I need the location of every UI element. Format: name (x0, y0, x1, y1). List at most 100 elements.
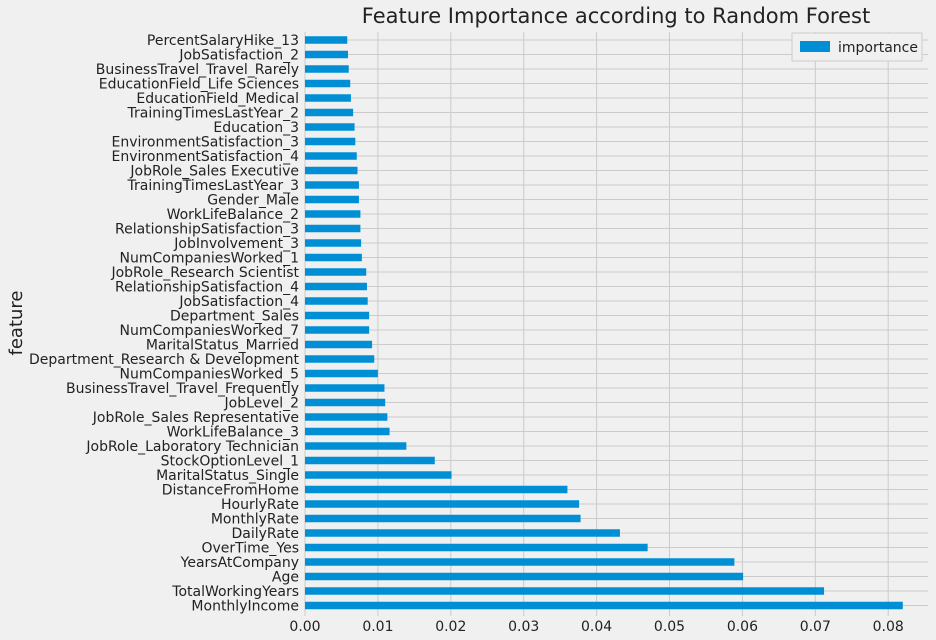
bar (305, 224, 361, 233)
y-tick-label: JobSatisfaction_2 (178, 48, 299, 64)
bar (305, 427, 390, 436)
y-tick-label: NumCompaniesWorked_5 (120, 367, 299, 383)
bar (305, 601, 903, 610)
y-tick-label: TrainingTimesLastYear_3 (126, 178, 299, 194)
y-tick-label: DailyRate (231, 526, 299, 542)
y-tick-label: MaritalStatus_Married (146, 338, 299, 354)
y-tick-label: JobSatisfaction_4 (178, 294, 299, 310)
bar (305, 311, 370, 320)
y-tick-label: JobInvolvement_3 (173, 236, 299, 252)
x-tick-label: 0.06 (727, 619, 758, 635)
bar (305, 36, 348, 44)
bar (305, 514, 581, 523)
y-tick-label: TrainingTimesLastYear_2 (126, 106, 299, 122)
bar (305, 442, 407, 450)
bar (305, 558, 735, 566)
x-tick-label: 0.02 (435, 619, 466, 635)
y-tick-label: Gender_Male (207, 193, 299, 209)
bar (305, 543, 648, 552)
x-tick-label: 0.05 (654, 619, 685, 635)
bar (305, 413, 388, 421)
bar (305, 152, 357, 160)
x-tick-label: 0.07 (800, 619, 831, 635)
legend-swatch (800, 41, 830, 52)
y-tick-label: Department_Sales (170, 309, 299, 325)
y-tick-label: EducationField_Life Sciences (99, 77, 299, 93)
y-tick-label: JobRole_Laboratory Technician (85, 439, 299, 455)
bar (305, 485, 568, 494)
y-tick-label: NumCompaniesWorked_7 (120, 323, 299, 339)
y-tick-label: NumCompaniesWorked_1 (120, 251, 299, 267)
bar (305, 456, 435, 465)
y-tick-label: BusinessTravel_Travel_Rarely (96, 62, 299, 78)
bar (305, 340, 373, 349)
y-tick-label: WorkLifeBalance_3 (167, 425, 299, 441)
bar (305, 326, 370, 334)
bar (305, 181, 359, 189)
legend: importance (791, 32, 923, 62)
bar (305, 137, 356, 146)
bar (305, 572, 744, 581)
y-tick-label: EnvironmentSatisfaction_4 (112, 149, 300, 165)
bar (305, 500, 580, 508)
bar (305, 166, 358, 175)
y-tick-label: EducationField_Medical (136, 91, 299, 107)
bars (305, 36, 903, 610)
y-tick-label: RelationshipSatisfaction_4 (115, 280, 299, 296)
bar (305, 529, 620, 537)
y-tick-label: Department_Research & Development (29, 352, 300, 368)
y-tick-label: HourlyRate (221, 497, 299, 513)
y-tick-label: MaritalStatus_Single (156, 468, 299, 484)
bar (305, 587, 825, 595)
y-tick-labels: MonthlyIncomeTotalWorkingYearsAgeYearsAt… (29, 33, 300, 615)
y-tick-label: JobLevel_2 (224, 396, 299, 412)
bar (305, 79, 351, 88)
y-tick-label: YearsAtCompany (180, 555, 299, 571)
x-tick-label: 0.01 (362, 619, 393, 635)
bar (305, 210, 361, 218)
plot-area (305, 32, 928, 616)
y-axis-label: feature (6, 291, 27, 356)
x-tick-label: 0.03 (508, 619, 539, 635)
y-tick-label: RelationshipSatisfaction_3 (115, 222, 299, 238)
bar (305, 195, 359, 204)
y-tick-label: MonthlyIncome (191, 599, 299, 615)
y-tick-label: Age (272, 570, 299, 586)
y-tick-label: BusinessTravel_Travel_Frequently (66, 381, 299, 397)
x-tick-labels: 0.00 0.01 0.02 0.03 0.04 0.05 0.06 0.07 0.08 (289, 619, 903, 635)
y-tick-label: PercentSalaryHike_13 (147, 33, 299, 49)
bar (305, 123, 355, 131)
y-tick-label: JobRole_Sales Executive (129, 164, 299, 180)
bar (305, 50, 349, 59)
bar (305, 398, 386, 407)
x-tick-label: 0.00 (289, 619, 320, 635)
bar (305, 369, 378, 378)
y-tick-label: EnvironmentSatisfaction_3 (112, 135, 299, 151)
y-tick-label: Education_3 (213, 120, 299, 136)
chart-title: Feature Importance according to Random F… (362, 4, 870, 28)
legend-label: importance (838, 40, 918, 56)
y-tick-label: StockOptionLevel_1 (161, 454, 299, 470)
y-tick-label: DistanceFromHome (162, 483, 299, 499)
x-tick-label: 0.08 (873, 619, 904, 635)
bar (305, 65, 349, 73)
y-tick-label: MonthlyRate (211, 512, 299, 528)
bar (305, 94, 351, 102)
y-tick-label: WorkLifeBalance_2 (167, 207, 299, 223)
bar (305, 384, 385, 392)
bar (305, 297, 368, 305)
bar (305, 471, 452, 479)
bar (305, 355, 375, 363)
y-tick-label: OverTime_Yes (201, 541, 299, 557)
bar (305, 239, 362, 247)
y-tick-label: TotalWorkingYears (171, 584, 299, 600)
y-tick-label: JobRole_Sales Representative (92, 410, 299, 426)
bar (305, 253, 362, 262)
y-tick-label: JobRole_Research Scientist (110, 265, 299, 281)
bar (305, 268, 367, 276)
bar (305, 282, 367, 291)
bar (305, 108, 354, 117)
x-tick-label: 0.04 (581, 619, 612, 635)
